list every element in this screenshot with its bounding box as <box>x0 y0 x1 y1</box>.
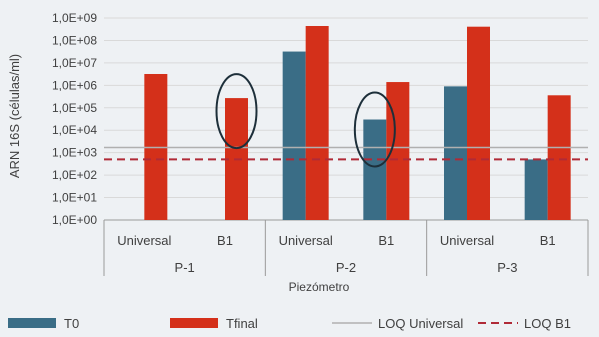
chart-gridlines <box>104 17 588 221</box>
x-category-label: Universal <box>279 233 333 248</box>
x-category-label: Universal <box>117 233 171 248</box>
bar-tfinal-4 <box>386 82 410 220</box>
y-tick-label: 1,0E+03 <box>52 146 97 160</box>
highlight-circle <box>353 91 396 168</box>
x-group-label: P-1 <box>175 260 195 275</box>
reference-lines <box>104 146 588 161</box>
bar-t0-6 <box>524 159 548 220</box>
y-tick-label: 1,0E+08 <box>52 33 97 47</box>
bar-tfinal-5 <box>467 26 490 220</box>
legend-label: T0 <box>64 316 79 331</box>
bar-t0-5 <box>444 86 467 220</box>
x-category-label: Universal <box>440 233 494 248</box>
y-tick-label: 1,0E+05 <box>52 101 97 115</box>
legend: T0 Tfinal LOQ Universal LOQ B1 <box>8 316 571 331</box>
bars <box>144 26 571 221</box>
legend-swatch <box>170 318 218 328</box>
y-tick-labels: 1,0E+00 1,0E+01 1,0E+02 1,0E+03 1,0E+04 1,0E+… <box>52 11 97 227</box>
legend-label: Tfinal <box>226 316 258 331</box>
bar-tfinal-3 <box>305 26 329 221</box>
y-tick-label: 1,0E+00 <box>52 213 97 227</box>
x-category-label: B1 <box>217 233 233 248</box>
y-tick-label: 1,0E+04 <box>52 123 97 137</box>
highlight-circles <box>215 73 396 168</box>
x-axis-title: Piezómetro <box>289 280 350 294</box>
legend-label: LOQ B1 <box>524 316 571 331</box>
x-group-label: P-2 <box>336 260 356 275</box>
y-tick-label: 1,0E+07 <box>52 56 97 70</box>
x-category-label: B1 <box>540 233 556 248</box>
y-tick-label: 1,0E+02 <box>52 168 97 182</box>
legend-swatch <box>8 318 56 328</box>
bar-t0-4 <box>363 119 387 220</box>
bar-t0-3 <box>282 51 306 220</box>
x-category-label: B1 <box>378 233 394 248</box>
y-axis-title: ARN 16S (células/ml) <box>7 54 22 178</box>
legend-label: LOQ Universal <box>378 316 463 331</box>
y-tick-label: 1,0E+01 <box>52 191 97 205</box>
highlight-circle <box>215 73 258 150</box>
y-tick-label: 1,0E+06 <box>52 78 97 92</box>
bar-tfinal-6 <box>547 95 571 220</box>
y-tick-label: 1,0E+09 <box>52 11 97 25</box>
x-group-label: P-3 <box>497 260 517 275</box>
x-axis: Universal B1 Universal B1 Universal B1 P-1 P-2 P… <box>103 220 589 276</box>
